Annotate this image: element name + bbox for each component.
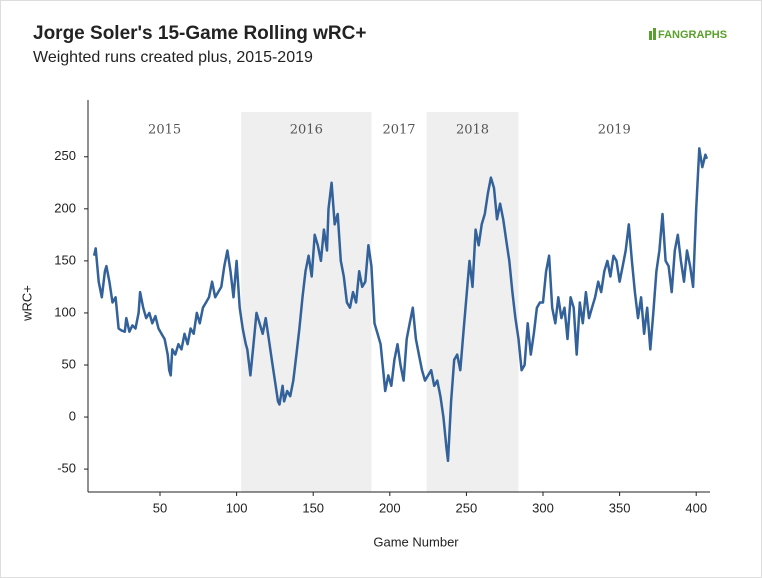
x-tick-label: 350 bbox=[609, 500, 631, 515]
logo-bar bbox=[653, 28, 656, 40]
x-tick-label: 250 bbox=[456, 500, 478, 515]
logo-bar bbox=[649, 31, 652, 40]
y-tick-label: 0 bbox=[69, 408, 76, 423]
y-axis-label: wRC+ bbox=[19, 285, 34, 322]
season-label: 2019 bbox=[598, 123, 631, 138]
x-tick-label: 150 bbox=[302, 500, 324, 515]
y-tick-label: -50 bbox=[57, 461, 76, 476]
chart-subtitle: Weighted runs created plus, 2015-2019 bbox=[33, 49, 313, 66]
x-tick-label: 50 bbox=[153, 500, 167, 515]
season-label: 2017 bbox=[382, 123, 415, 138]
y-tick-label: 250 bbox=[54, 148, 76, 163]
x-axis-label: Game Number bbox=[373, 534, 459, 549]
y-tick-label: 200 bbox=[54, 200, 76, 215]
y-tick-label: 50 bbox=[62, 356, 76, 371]
season-band bbox=[426, 112, 519, 492]
brand-logo: FANGRAPHS bbox=[649, 28, 727, 41]
data-line bbox=[92, 147, 709, 463]
season-band bbox=[241, 112, 372, 492]
plot-area: 2015 2016 2017 2018 2019 -50 0 50 100 150 200 250 50… bbox=[54, 100, 710, 515]
x-tick-label: 400 bbox=[685, 500, 707, 515]
x-tick-label: 200 bbox=[379, 500, 401, 515]
season-label: 2018 bbox=[456, 123, 489, 138]
y-tick-label: 150 bbox=[54, 252, 76, 267]
x-tick-label: 100 bbox=[226, 500, 248, 515]
x-tick-label: 300 bbox=[532, 500, 554, 515]
season-label: 2016 bbox=[290, 123, 323, 138]
y-tick-label: 100 bbox=[54, 304, 76, 319]
chart-title: Jorge Soler's 15-Game Rolling wRC+ bbox=[33, 23, 366, 44]
brand-text: FANGRAPHS bbox=[658, 29, 727, 41]
season-label: 2015 bbox=[148, 123, 181, 138]
